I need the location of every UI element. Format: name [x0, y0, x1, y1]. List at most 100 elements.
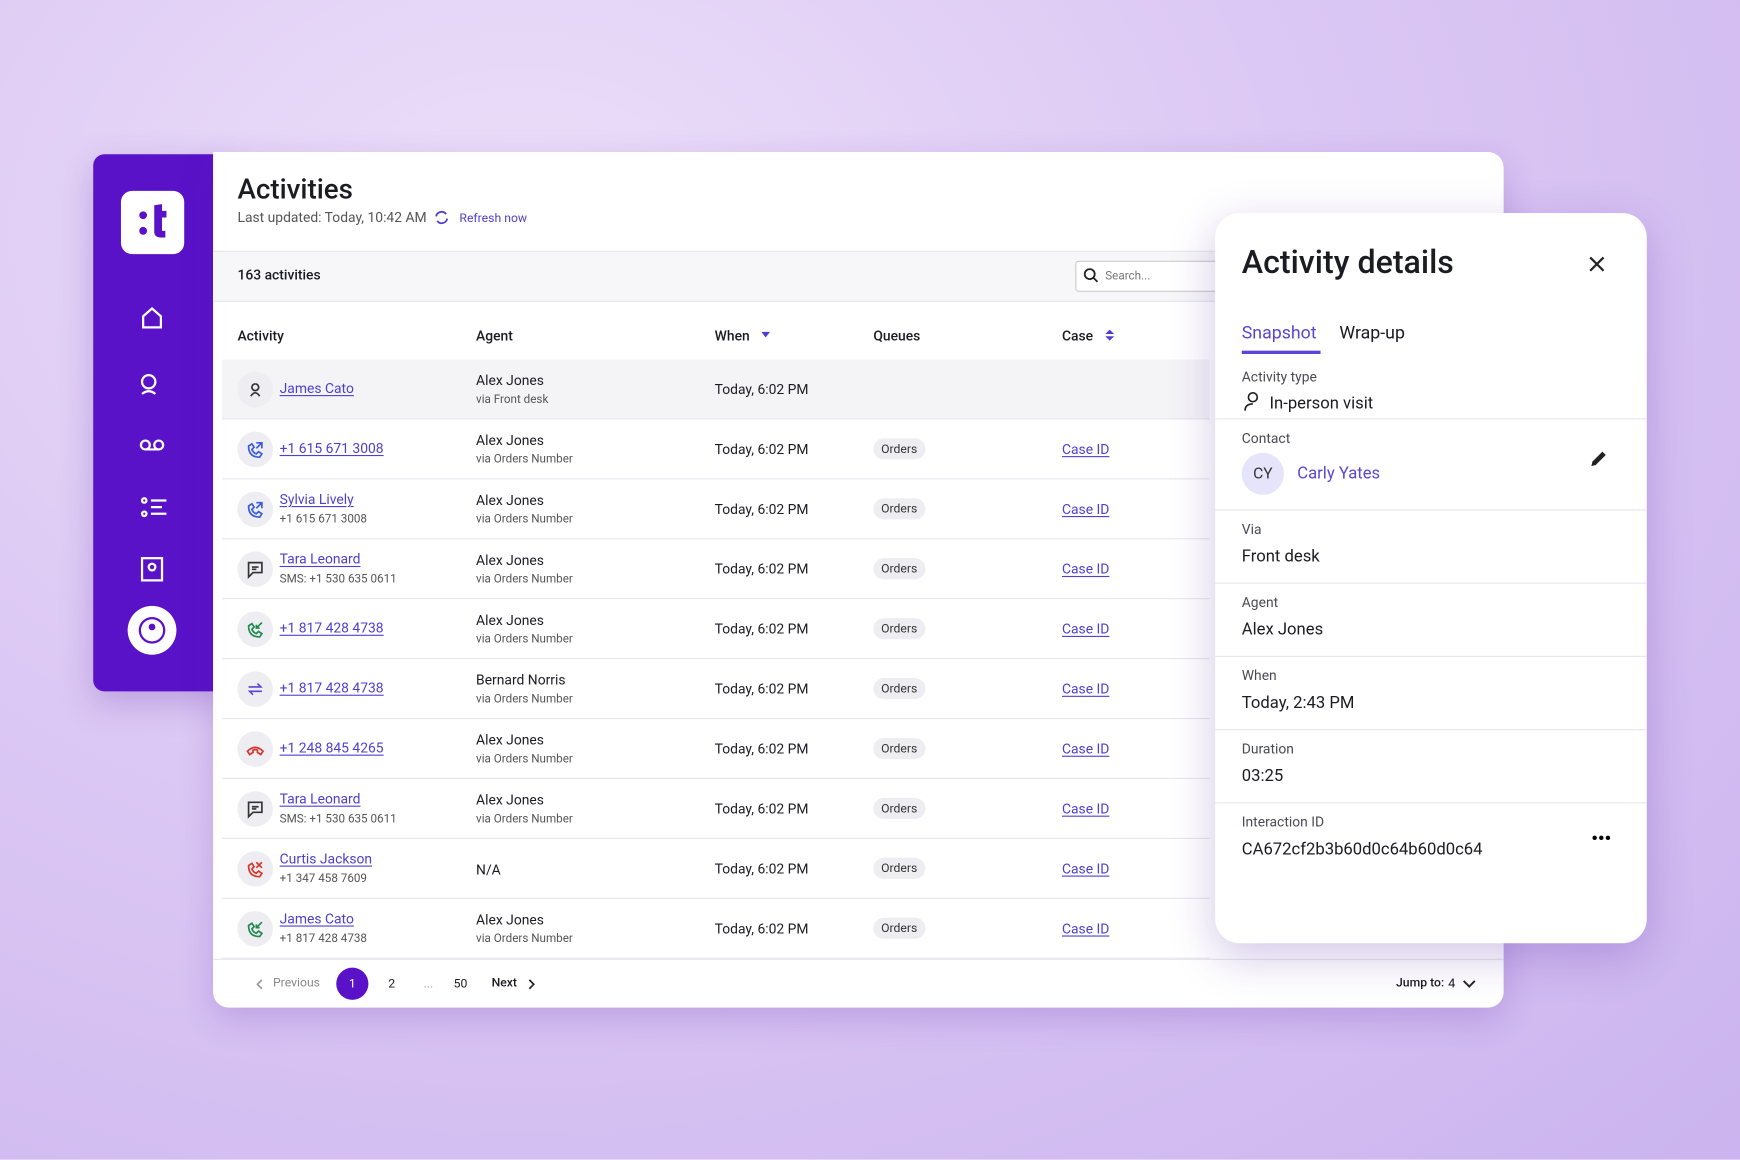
- more-button[interactable]: [1592, 834, 1611, 841]
- when: Today, 6:02 PM: [714, 681, 809, 699]
- agent-via: via Orders Number: [476, 571, 573, 586]
- field-label: When: [1241, 668, 1277, 685]
- case-link[interactable]: Case ID: [1061, 681, 1110, 699]
- when: Today, 6:02 PM: [714, 561, 809, 579]
- table-row[interactable]: James Cato Alex Jones via Front desk Today,…: [221, 359, 1210, 420]
- agent-via: via Orders Number: [476, 811, 573, 826]
- case-link[interactable]: Case ID: [1061, 621, 1110, 639]
- case-link[interactable]: Case ID: [1061, 801, 1110, 818]
- activity-icon: [237, 671, 273, 707]
- table-row[interactable]: +1 817 428 4738 Alex Jones via Orders Numb…: [221, 599, 1210, 660]
- agent-via: via Front desk: [476, 391, 549, 407]
- icon-glyph: [250, 383, 261, 397]
- case-link[interactable]: Case ID: [1061, 441, 1110, 459]
- queue-pill: Orders: [873, 797, 926, 819]
- divider: [1215, 655, 1647, 657]
- field-value: In-person visit: [1269, 392, 1374, 413]
- page-button[interactable]: 2: [388, 976, 396, 991]
- activity-name[interactable]: +1 817 428 4738: [279, 680, 384, 697]
- prev-arrow: [256, 979, 263, 990]
- table-row[interactable]: Tara Leonard SMS: +1 530 635 0611 Alex Jon…: [221, 779, 1210, 839]
- sort-icon: [761, 331, 771, 338]
- table-row[interactable]: Curtis Jackson +1 347 458 7609 N/A Today, 6…: [221, 839, 1210, 899]
- jump-value[interactable]: 4: [1448, 975, 1456, 991]
- sidebar-icons: [120, 190, 185, 655]
- previous-button[interactable]: Previous: [272, 975, 320, 990]
- contact-link[interactable]: Carly Yates: [1297, 462, 1381, 483]
- search-icon: [1083, 268, 1099, 283]
- table-row[interactable]: Sylvia Lively +1 615 671 3008 Alex Jones vi…: [221, 479, 1210, 540]
- when: Today, 6:02 PM: [714, 801, 809, 818]
- when: Today, 6:02 PM: [714, 921, 809, 938]
- activity-icon: [237, 911, 273, 947]
- activity-name[interactable]: +1 615 671 3008: [279, 440, 384, 458]
- activity-subtitle: SMS: +1 530 635 0611: [279, 571, 397, 586]
- activity-name[interactable]: Sylvia Lively: [279, 491, 354, 509]
- column-header: When: [714, 328, 750, 346]
- agent-via: via Orders Number: [476, 691, 573, 706]
- field-label: Duration: [1241, 741, 1294, 758]
- agent-name: Bernard Norris: [476, 672, 566, 690]
- activity-name[interactable]: Tara Leonard: [279, 791, 361, 808]
- agent-via: via Orders Number: [476, 631, 573, 646]
- field-value: CA672cf2b3b60d0c64b60d0c64: [1241, 838, 1483, 859]
- queue-pill: Orders: [873, 558, 926, 580]
- table-row[interactable]: +1 615 671 3008 Alex Jones via Orders Numb…: [221, 419, 1210, 480]
- agent-via: via Orders Number: [476, 511, 573, 526]
- case-link[interactable]: Case ID: [1061, 561, 1110, 579]
- field-value: Alex Jones: [1241, 619, 1324, 640]
- divider: [1215, 802, 1647, 804]
- activity-name[interactable]: +1 248 845 4265: [279, 740, 384, 757]
- tab[interactable]: Wrap-up: [1339, 321, 1405, 343]
- icon-glyph: [247, 621, 264, 638]
- activity-icon: [237, 791, 273, 827]
- page-button[interactable]: 50: [453, 976, 468, 991]
- details-title: Activity details: [1241, 244, 1454, 282]
- tab-active[interactable]: Snapshot: [1241, 321, 1317, 343]
- icon-glyph: [247, 561, 263, 580]
- field-label: Interaction ID: [1241, 814, 1325, 832]
- case-link[interactable]: Case ID: [1061, 501, 1110, 519]
- page-button[interactable]: 1: [336, 967, 369, 1000]
- agent-via: via Orders Number: [476, 931, 573, 946]
- agent-name: Alex Jones: [476, 732, 544, 750]
- column-header: Queues: [873, 328, 921, 346]
- agent-name: Alex Jones: [476, 372, 544, 390]
- table-row[interactable]: +1 248 845 4265 Alex Jones via Orders Numb…: [221, 719, 1210, 780]
- edit-button[interactable]: [1589, 448, 1609, 468]
- column-header: Case: [1061, 328, 1094, 346]
- activity-count: 163 activities: [237, 267, 321, 285]
- activity-name[interactable]: James Cato: [279, 380, 354, 398]
- next-button[interactable]: Next: [491, 975, 518, 990]
- field-label: Via: [1241, 521, 1262, 539]
- refresh-icon: [435, 210, 449, 225]
- agent-name: Alex Jones: [476, 492, 544, 510]
- field-value: Front desk: [1241, 545, 1320, 566]
- field-value: 03:25: [1241, 765, 1284, 786]
- activity-icon: [237, 491, 273, 528]
- refresh-button[interactable]: Refresh now: [459, 210, 528, 226]
- agent-via: via Orders Number: [476, 451, 573, 467]
- tab-underline: [1241, 350, 1321, 354]
- sidebar: [93, 154, 227, 692]
- activity-name[interactable]: Curtis Jackson: [279, 851, 373, 868]
- case-link[interactable]: Case ID: [1061, 741, 1110, 758]
- activity-name[interactable]: Tara Leonard: [279, 551, 361, 569]
- table-row[interactable]: James Cato +1 817 428 4738 Alex Jones via O…: [221, 899, 1210, 959]
- queue-pill: Orders: [873, 737, 926, 760]
- table-row[interactable]: Tara Leonard SMS: +1 530 635 0611 Alex Jon…: [221, 539, 1210, 600]
- case-link[interactable]: Case ID: [1061, 861, 1110, 878]
- close-button[interactable]: [1588, 255, 1606, 273]
- page-button[interactable]: ...: [423, 976, 434, 991]
- case-link[interactable]: Case ID: [1061, 921, 1110, 938]
- table-row[interactable]: +1 817 428 4738 Bernard Norris via Orders …: [221, 659, 1210, 720]
- activity-name[interactable]: James Cato: [279, 911, 354, 928]
- activity-name[interactable]: +1 817 428 4738: [279, 620, 384, 637]
- when: Today, 6:02 PM: [714, 381, 809, 399]
- divider: [1215, 509, 1647, 511]
- icon-glyph: [247, 921, 264, 938]
- activity-icon: [237, 431, 273, 468]
- divider: [1215, 582, 1647, 584]
- queue-pill: Orders: [873, 678, 926, 700]
